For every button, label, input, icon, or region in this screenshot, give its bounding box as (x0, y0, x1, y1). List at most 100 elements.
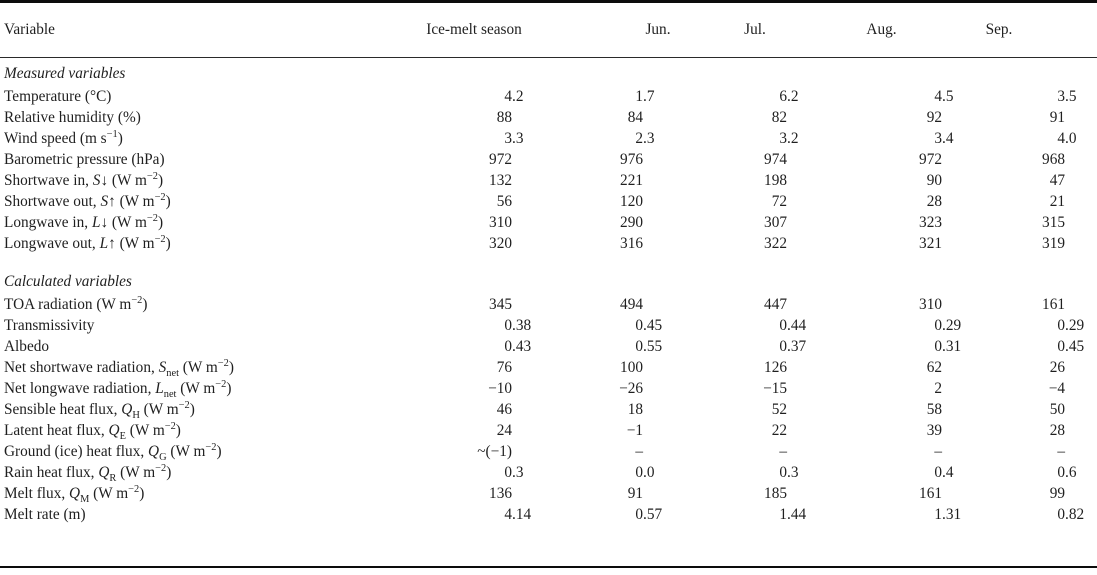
value-cell: 28 (830, 191, 985, 212)
number: 0.0 (540, 462, 665, 483)
sup-script: −1 (106, 128, 118, 140)
decimal-part: .5 (942, 88, 954, 105)
value-cell: 161 (830, 483, 985, 504)
decimal-part: .5 (1065, 88, 1077, 105)
variable-label: Melt flux, QM (W m−2) (4, 483, 145, 506)
value-cell: 91 (540, 483, 680, 504)
table-row: Temperature (°C) 4.2 1.7 6.2 4.5 3.5 (0, 86, 1097, 107)
symbol: L (91, 214, 101, 231)
integer-part: 290 (620, 214, 643, 231)
value-cell: 18 (540, 399, 680, 420)
decimal-part: .3 (787, 464, 799, 481)
integer-part: 62 (926, 359, 942, 376)
section-title-row: Measured variables (0, 58, 1097, 87)
number: 82 (680, 107, 809, 128)
number: 3.4 (830, 128, 964, 149)
variable-label: Net shortwave radiation, Snet (W m−2) (4, 357, 234, 380)
decimal-part: .3 (512, 130, 524, 147)
value-cell: 84 (540, 107, 680, 128)
value-cell: 2.3 (540, 128, 680, 149)
decimal-part: .31 (942, 506, 962, 523)
value-cell: 1.44 (680, 504, 830, 525)
decimal-part: .2 (787, 88, 799, 105)
value-cell: 4.2 (420, 86, 540, 107)
value-cell: 1.31 (830, 504, 985, 525)
number: – (830, 441, 964, 462)
value-cell: 968 (985, 149, 1097, 170)
decimal-part: .3 (643, 130, 655, 147)
value-cell: −10 (420, 378, 540, 399)
section-title-row: Calculated variables (0, 254, 1097, 294)
integer-part: – (934, 443, 942, 460)
value-cell: 72 (680, 191, 830, 212)
value-cell: 2 (830, 378, 985, 399)
value-cell: – (830, 441, 985, 462)
integer-part: 91 (1049, 109, 1065, 126)
value-cell: 447 (680, 294, 830, 315)
integer-part: 58 (926, 401, 942, 418)
integer-part: 1 (635, 88, 643, 105)
variable-label: Latent heat flux, QE (W m−2) (4, 420, 181, 443)
value-cell: 0.82 (985, 504, 1097, 525)
integer-part: 21 (1049, 193, 1065, 210)
number: 0.43 (420, 336, 534, 357)
decimal-part: .57 (643, 506, 663, 523)
sup-script: −2 (205, 441, 217, 453)
integer-part: 2 (635, 130, 643, 147)
number: ~(−1) (420, 441, 534, 462)
number: 47 (985, 170, 1087, 191)
number: 185 (680, 483, 809, 504)
integer-part: 0 (1057, 317, 1065, 334)
integer-part: 320 (489, 235, 512, 252)
integer-part: 198 (764, 172, 787, 189)
value-cell: 50 (985, 399, 1097, 420)
value-cell: 100 (540, 357, 680, 378)
integer-part: 84 (627, 109, 643, 126)
integer-part: 345 (489, 296, 512, 313)
integer-part: – (635, 443, 643, 460)
integer-part: 28 (1049, 422, 1065, 439)
number: −15 (680, 378, 809, 399)
integer-part: 447 (764, 296, 787, 313)
number: 0.29 (830, 315, 964, 336)
integer-part: 46 (496, 401, 512, 418)
variable-label: Shortwave out, S↑ (W m−2) (4, 191, 171, 210)
integer-part: 0 (934, 338, 942, 355)
value-cell: 24 (420, 420, 540, 441)
number: 52 (680, 399, 809, 420)
integer-part: 100 (620, 359, 643, 376)
table-row: Melt flux, QM (W m−2) 136 91 185 161 99 (0, 483, 1097, 506)
value-cell: 0.45 (985, 336, 1097, 357)
table-row: TOA radiation (W m−2) 345 494 447 310 161 (0, 294, 1097, 315)
value-cell: 132 (420, 170, 540, 191)
value-cell: 26 (985, 357, 1097, 378)
sup-script: −2 (178, 399, 190, 411)
decimal-part: .7 (643, 88, 655, 105)
symbol: S (158, 359, 167, 376)
value-cell: 221 (540, 170, 680, 191)
value-cell: 62 (830, 357, 985, 378)
table-row: Net longwave radiation, Lnet (W m−2) −10 −… (0, 378, 1097, 400)
section-title: Calculated variables (4, 273, 132, 290)
decimal-part: .2 (787, 130, 799, 147)
value-cell: 323 (830, 212, 985, 233)
number: 100 (540, 357, 665, 378)
number: 56 (420, 191, 534, 212)
value-cell: 307 (680, 212, 830, 233)
number: 221 (540, 170, 665, 191)
value-cell: 126 (680, 357, 830, 378)
number: 4.0 (985, 128, 1087, 149)
number: 1.44 (680, 504, 809, 525)
decimal-part: .45 (1065, 338, 1085, 355)
table-row: Sensible heat flux, QH (W m−2) 46 18 52 58 50 (0, 399, 1097, 421)
variable-label: Relative humidity (%) (4, 109, 141, 126)
integer-part: 76 (496, 359, 512, 376)
number: 3.5 (985, 86, 1087, 107)
number: 345 (420, 294, 534, 315)
number: 88 (420, 107, 534, 128)
integer-part: 319 (1042, 235, 1065, 252)
integer-part: 221 (620, 172, 643, 189)
integer-part: 310 (489, 214, 512, 231)
decimal-part: .29 (1065, 317, 1085, 334)
column-header-ice-melt-season: Ice-melt season (420, 3, 540, 58)
